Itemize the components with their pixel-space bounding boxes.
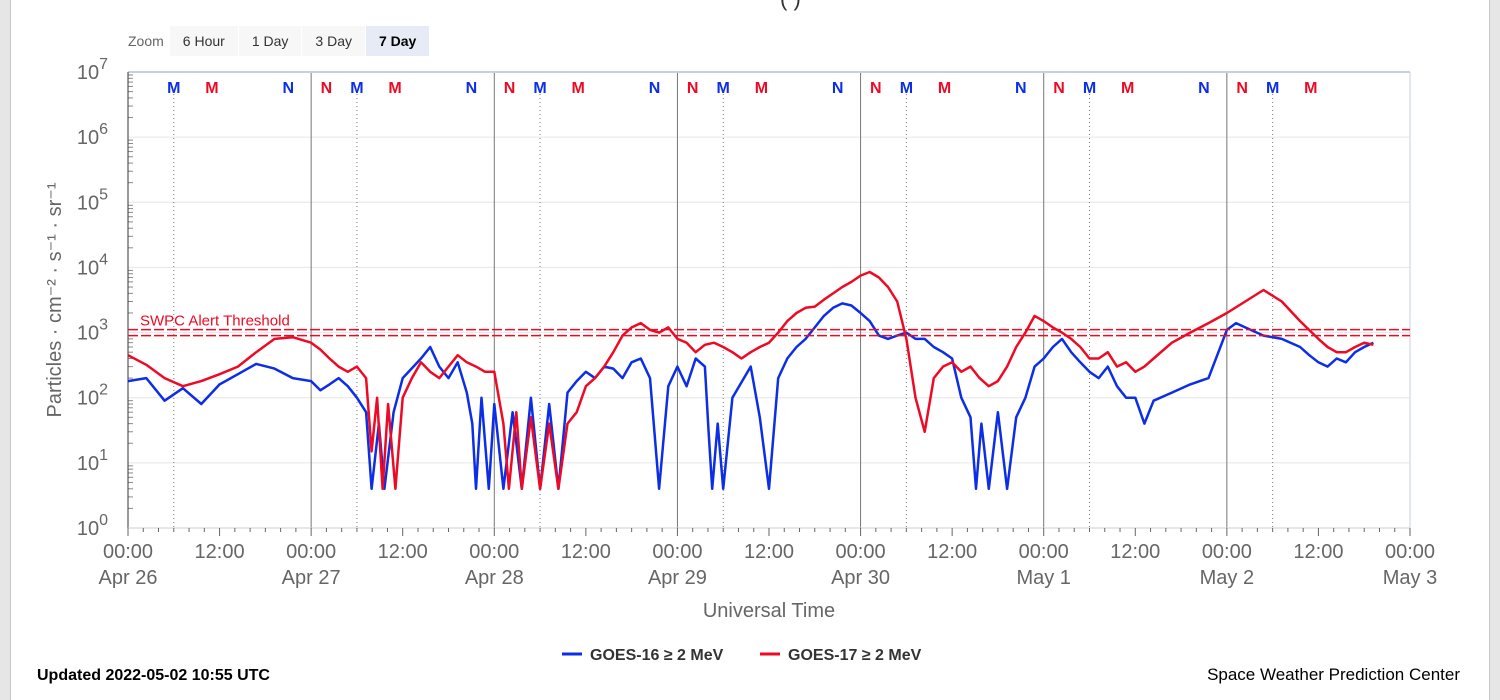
marker-label: N [1053,80,1065,97]
marker-label: N [321,80,333,97]
x-tick-date-label: Apr 29 [648,567,707,589]
x-tick-time-label: 12:00 [195,541,245,563]
x-tick-date-label: Apr 30 [831,567,890,589]
right-frame-border [1489,0,1500,700]
left-frame-border [0,0,11,700]
y-tick-label: 104 [77,251,108,279]
x-tick-time-label: 12:00 [927,541,977,563]
y-tick-label: 101 [77,447,108,475]
threshold-label: SWPC Alert Threshold [140,313,290,330]
marker-label: M [205,80,218,97]
x-tick-date-label: Apr 26 [99,567,158,589]
marker-label: N [1198,80,1210,97]
y-axis-title: Particles · cm⁻² · s⁻¹ · sr⁻¹ [44,182,66,417]
zoom-6-hour-button[interactable]: 6 Hour [169,26,238,56]
marker-label: M [1121,80,1134,97]
marker-label: M [938,80,951,97]
zoom-1-day-button[interactable]: 1 Day [238,26,302,56]
x-tick-time-label: 12:00 [1293,541,1343,563]
marker-label: N [687,80,699,97]
marker-label: M [1304,80,1317,97]
x-tick-time-label: 12:00 [744,541,794,563]
marker-label: N [466,80,478,97]
x-tick-time-label: 00:00 [1202,541,1252,563]
x-tick-time-label: 00:00 [1019,541,1069,563]
series-goes17-line [127,270,1374,491]
marker-label: N [832,80,844,97]
marker-label: M [388,80,401,97]
marker-label: N [504,80,516,97]
x-tick-date-label: May 1 [1016,567,1070,589]
zoom-bar: Zoom 6 Hour 1 Day 3 Day 7 Day [128,26,430,56]
marker-label: N [1015,80,1027,97]
chart-title-fragment: ( ) [780,0,801,12]
x-tick-time-label: 00:00 [1385,541,1435,563]
x-tick-time-label: 00:00 [469,541,519,563]
marker-label: N [870,80,882,97]
y-tick-label: 103 [77,317,108,345]
y-tick-label: 107 [77,56,108,84]
x-tick-time-label: 12:00 [1110,541,1160,563]
updated-timestamp: Updated 2022-05-02 10:55 UTC [37,667,270,684]
y-tick-label: 106 [77,121,108,149]
marker-label: M [1266,80,1279,97]
x-tick-date-label: Apr 27 [282,567,341,589]
series-goes16-line [127,302,1374,491]
x-tick-date-label: May 2 [1200,567,1254,589]
zoom-7-day-button[interactable]: 7 Day [365,26,430,56]
y-tick-label: 105 [77,186,108,214]
x-tick-time-label: 00:00 [836,541,886,563]
marker-label: M [350,80,363,97]
legend-item-label: GOES-16 ≥ 2 MeV [590,647,724,664]
marker-label: M [717,80,730,97]
x-tick-time-label: 12:00 [378,541,428,563]
marker-label: M [572,80,585,97]
x-tick-time-label: 12:00 [561,541,611,563]
x-axis-title: Universal Time [703,600,835,622]
marker-label: N [1236,80,1248,97]
marker-label: M [1083,80,1096,97]
marker-label: M [167,80,180,97]
zoom-3-day-button[interactable]: 3 Day [302,26,365,56]
x-tick-date-label: May 3 [1383,567,1437,589]
y-tick-label: 102 [77,382,108,410]
x-tick-date-label: Apr 28 [465,567,524,589]
marker-label: M [900,80,913,97]
marker-label: N [649,80,661,97]
credit-text: Space Weather Prediction Center [1207,665,1460,684]
legend-item-label: GOES-17 ≥ 2 MeV [788,647,922,664]
x-tick-time-label: 00:00 [286,541,336,563]
zoom-label: Zoom [128,33,164,49]
x-tick-time-label: 00:00 [103,541,153,563]
marker-label: M [533,80,546,97]
marker-label: M [755,80,768,97]
y-tick-label: 100 [77,512,108,540]
x-tick-time-label: 00:00 [652,541,702,563]
marker-label: N [282,80,294,97]
